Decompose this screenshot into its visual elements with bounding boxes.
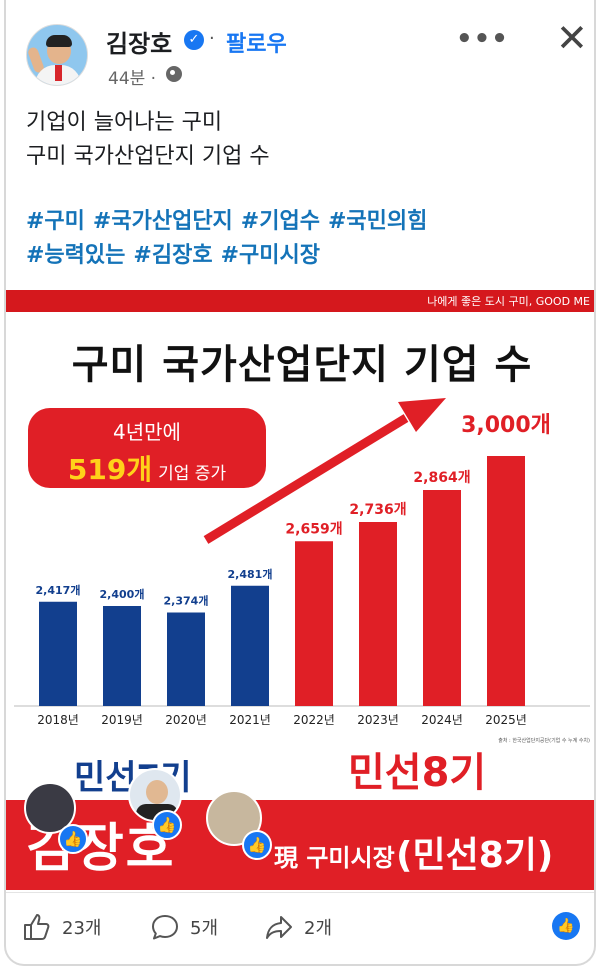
x-tick-label: 2019년 (101, 713, 143, 727)
x-tick-label: 2025년 (485, 713, 527, 727)
bar-value-label: 3,000개 (461, 413, 551, 438)
follow-button[interactable]: 팔로우 (226, 32, 287, 57)
x-tick-label: 2022년 (293, 713, 335, 727)
author-name[interactable]: 김장호 (106, 30, 173, 58)
growth-arrow-head (398, 398, 446, 432)
x-tick-label: 2023년 (357, 713, 399, 727)
comment-count: 5개 (190, 918, 219, 939)
comment-icon (152, 915, 178, 940)
post-line-1: 기업이 늘어나는 구미 (26, 110, 223, 135)
hashtag-link[interactable]: #기업수 (240, 209, 320, 234)
x-tick-label: 2021년 (229, 713, 271, 727)
post-image[interactable]: 나에게 좋은 도시 구미, GOOD ME 구미 국가산업단지 기업 수 2,4… (6, 290, 594, 890)
bar (423, 490, 461, 706)
like-badge-icon: 👍 (152, 810, 182, 840)
share-button[interactable]: 2개 (264, 910, 332, 944)
band-subtitle: 現 구미시장 (274, 844, 395, 872)
hashtag-link[interactable]: #능력있는 (26, 243, 126, 268)
chart-title: 구미 국가산업단지 기업 수 (71, 342, 533, 388)
bubble-count: 519개 (67, 453, 153, 486)
bubble-line-1: 4년만에 (113, 420, 181, 444)
bar-value-label: 2,374개 (164, 594, 209, 608)
bar-value-label: 2,736개 (349, 502, 406, 518)
footer-divider (6, 892, 594, 893)
hashtag-link[interactable]: #구미 (26, 209, 85, 234)
bar-value-label: 2,864개 (413, 470, 470, 486)
bar-value-label: 2,481개 (228, 567, 273, 581)
increase-bubble: 4년만에 519개 기업 증가 (28, 408, 266, 488)
bar-value-label: 2,417개 (36, 583, 81, 597)
bar (359, 522, 397, 706)
bar (39, 601, 77, 706)
like-badge-icon: 👍 (58, 824, 88, 854)
top-banner: 나에게 좋은 도시 구미, GOOD ME (6, 290, 594, 312)
separator-dot: · (209, 28, 215, 49)
bar-chart: 2,417개 2018년 2,400개 2019년 2,374개 2020년 2,481개 2… (14, 398, 590, 744)
band-era: (민선8기) (396, 835, 554, 876)
name-band (6, 800, 594, 890)
bar-value-label: 2,400개 (100, 587, 145, 601)
like-button[interactable]: 23개 (22, 910, 101, 944)
bar (167, 612, 205, 706)
post-card: 김장호 ✓ · 팔로우 44분 · ••• ✕ 기업이 늘어나는 구미 구미 국… (4, 0, 596, 966)
post-line-2: 구미 국가산업단지 기업 수 (26, 144, 270, 169)
slogan: 나에게 좋은 도시 구미, GOOD ME (427, 295, 590, 308)
bubble-text: 기업 증가 (158, 464, 227, 484)
hashtag-link[interactable]: #김장호 (133, 243, 213, 268)
like-reaction-icon[interactable]: 👍 (552, 912, 580, 940)
bubble-line-2: 519개 기업 증가 (28, 448, 266, 488)
bar-value-label: 2,659개 (285, 521, 342, 537)
close-icon[interactable]: ✕ (556, 16, 588, 60)
x-tick-label: 2024년 (421, 713, 463, 727)
era-8-label: 민선8기 (348, 750, 487, 796)
like-count: 23개 (62, 918, 102, 939)
hashtag-link[interactable]: #구미시장 (220, 243, 320, 268)
bar (295, 541, 333, 706)
hashtag-link[interactable]: #국가산업단지 (92, 209, 233, 234)
hashtag-link[interactable]: #국민의힘 (327, 209, 428, 234)
more-options-icon[interactable]: ••• (456, 24, 509, 54)
bar (103, 606, 141, 706)
share-count: 2개 (304, 918, 333, 939)
like-badge-icon: 👍 (242, 830, 272, 860)
source-note: 출처 : 한국산업단지공단(기업 수 누계 수치) (498, 737, 590, 744)
post-text: 기업이 늘어나는 구미 구미 국가산업단지 기업 수 (26, 106, 270, 174)
x-tick-label: 2018년 (37, 713, 79, 727)
x-tick-label: 2020년 (165, 713, 207, 727)
globe-icon (166, 66, 182, 82)
comment-button[interactable]: 5개 (150, 910, 218, 944)
bar (231, 585, 269, 706)
thumbs-up-icon (24, 914, 50, 940)
hashtags: #구미 #국가산업단지 #기업수 #국민의힘 #능력있는 #김장호 #구미시장 (26, 205, 566, 273)
bar (487, 456, 525, 706)
share-icon (266, 916, 292, 939)
post-time[interactable]: 44분 · (108, 69, 157, 89)
avatar[interactable] (26, 24, 88, 86)
growth-arrow (203, 414, 409, 544)
verified-badge-icon: ✓ (184, 30, 204, 50)
